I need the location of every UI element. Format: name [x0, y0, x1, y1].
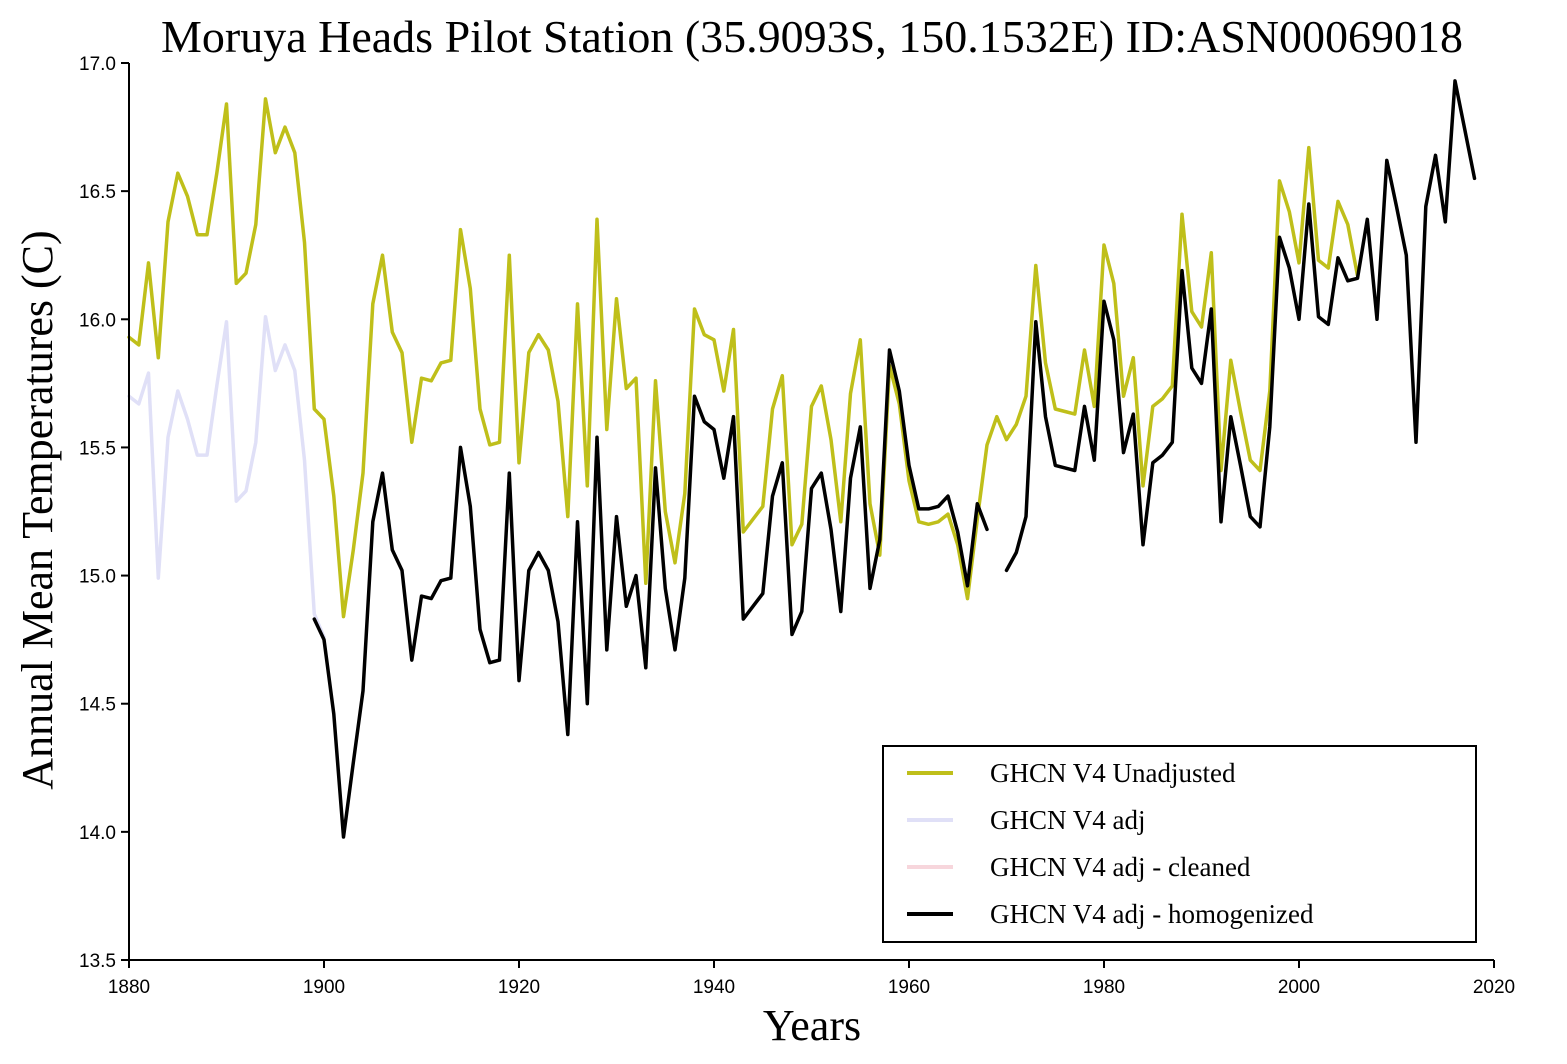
y-tick-label: 15.5 — [79, 438, 116, 459]
series-line-3-seg-0 — [312, 348, 989, 839]
legend-label: GHCN V4 adj - homogenized — [990, 899, 1314, 929]
x-tick-label: 1980 — [1083, 977, 1125, 998]
x-axis-label: Years — [763, 1001, 861, 1050]
y-tick-label: 17.0 — [79, 54, 116, 75]
legend: GHCN V4 Unadjusted GHCN V4 adj GHCN V4 adj… — [882, 745, 1477, 943]
y-tick-label: 14.0 — [79, 823, 116, 844]
legend-label: GHCN V4 adj — [990, 805, 1146, 835]
series-line-3-seg-1 — [1004, 79, 1477, 573]
legend-label: GHCN V4 adj - cleaned — [990, 852, 1251, 882]
y-tick-label: 14.5 — [79, 695, 116, 716]
x-tick-label: 1940 — [693, 977, 735, 998]
x-tick-label: 2020 — [1473, 977, 1515, 998]
legend-box — [882, 745, 1477, 943]
x-tick-label: 1920 — [498, 977, 540, 998]
y-tick-label: 15.0 — [79, 567, 116, 588]
series-line-0 — [127, 97, 1360, 619]
y-tick-label: 13.5 — [79, 951, 116, 972]
series-line-1 — [127, 314, 326, 639]
axes: 1880 1900 1920 1940 1960 1980 2000 2020 13.5 14.0… — [79, 54, 1515, 998]
y-axis-label: Annual Mean Temperatures (C) — [13, 230, 62, 789]
x-tick-label: 1960 — [888, 977, 930, 998]
legend-label: GHCN V4 Unadjusted — [990, 758, 1236, 788]
chart-title: Moruya Heads Pilot Station (35.9093S, 15… — [161, 11, 1463, 62]
x-tick-label: 2000 — [1278, 977, 1320, 998]
plot-series — [127, 79, 1477, 839]
y-tick-label: 16.0 — [79, 310, 116, 331]
x-tick-label: 1900 — [303, 977, 345, 998]
x-tick-label: 1880 — [108, 977, 150, 998]
y-tick-label: 16.5 — [79, 182, 116, 203]
